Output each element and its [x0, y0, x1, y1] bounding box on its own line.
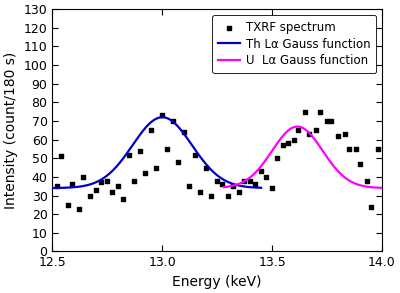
TXRF spectrum — [225, 193, 231, 198]
TXRF spectrum — [93, 188, 100, 192]
TXRF spectrum — [328, 119, 335, 123]
TXRF spectrum — [357, 161, 363, 166]
TXRF spectrum — [284, 141, 291, 146]
X-axis label: Energy (keV): Energy (keV) — [172, 275, 262, 289]
U  Lα Gauss function — [249, 174, 254, 178]
U  Lα Gauss function — [293, 125, 298, 129]
TXRF spectrum — [317, 109, 324, 114]
Th Lα Gauss function — [104, 175, 108, 178]
Th Lα Gauss function — [259, 186, 264, 190]
U  Lα Gauss function — [295, 125, 300, 128]
TXRF spectrum — [126, 152, 132, 157]
TXRF spectrum — [273, 156, 280, 161]
U  Lα Gauss function — [341, 174, 346, 178]
TXRF spectrum — [302, 109, 308, 114]
TXRF spectrum — [247, 178, 253, 183]
TXRF spectrum — [152, 165, 159, 170]
Th Lα Gauss function — [160, 115, 164, 119]
TXRF spectrum — [203, 165, 210, 170]
TXRF spectrum — [313, 128, 319, 133]
TXRF spectrum — [69, 182, 76, 187]
TXRF spectrum — [130, 178, 137, 183]
TXRF spectrum — [363, 178, 370, 183]
U  Lα Gauss function — [262, 160, 267, 163]
U  Lα Gauss function — [221, 185, 226, 189]
TXRF spectrum — [269, 186, 275, 190]
TXRF spectrum — [142, 171, 148, 176]
TXRF spectrum — [291, 137, 297, 142]
TXRF spectrum — [251, 182, 258, 187]
Legend: TXRF spectrum, Th Lα Gauss function, U  Lα Gauss function: TXRF spectrum, Th Lα Gauss function, U L… — [212, 15, 376, 73]
Th Lα Gauss function — [144, 125, 149, 128]
Th Lα Gauss function — [50, 186, 55, 190]
Y-axis label: Intensity (count/180 s): Intensity (count/180 s) — [4, 52, 18, 209]
TXRF spectrum — [80, 175, 86, 179]
TXRF spectrum — [170, 119, 176, 123]
U  Lα Gauss function — [380, 186, 384, 190]
TXRF spectrum — [164, 146, 170, 151]
TXRF spectrum — [58, 154, 64, 159]
TXRF spectrum — [108, 190, 115, 194]
Line: Th Lα Gauss function: Th Lα Gauss function — [52, 117, 261, 188]
TXRF spectrum — [280, 143, 286, 148]
Th Lα Gauss function — [208, 167, 212, 170]
TXRF spectrum — [324, 119, 330, 123]
TXRF spectrum — [196, 190, 203, 194]
Th Lα Gauss function — [87, 183, 92, 186]
TXRF spectrum — [76, 206, 82, 211]
TXRF spectrum — [295, 128, 302, 133]
TXRF spectrum — [159, 113, 166, 118]
TXRF spectrum — [148, 128, 154, 133]
TXRF spectrum — [236, 190, 242, 194]
TXRF spectrum — [229, 184, 236, 188]
Th Lα Gauss function — [173, 122, 178, 126]
U  Lα Gauss function — [327, 159, 332, 163]
TXRF spectrum — [368, 204, 374, 209]
TXRF spectrum — [262, 175, 269, 179]
TXRF spectrum — [342, 132, 348, 136]
TXRF spectrum — [65, 202, 71, 207]
TXRF spectrum — [87, 193, 93, 198]
TXRF spectrum — [352, 146, 359, 151]
TXRF spectrum — [120, 197, 126, 202]
TXRF spectrum — [374, 146, 381, 151]
TXRF spectrum — [218, 182, 225, 187]
TXRF spectrum — [181, 130, 188, 134]
TXRF spectrum — [186, 184, 192, 188]
TXRF spectrum — [346, 146, 352, 151]
TXRF spectrum — [306, 132, 313, 136]
TXRF spectrum — [137, 149, 144, 153]
U  Lα Gauss function — [315, 141, 320, 145]
TXRF spectrum — [335, 134, 341, 138]
TXRF spectrum — [174, 160, 181, 164]
Th Lα Gauss function — [190, 144, 194, 147]
TXRF spectrum — [214, 178, 220, 183]
TXRF spectrum — [208, 193, 214, 198]
TXRF spectrum — [54, 184, 60, 188]
TXRF spectrum — [192, 152, 198, 157]
TXRF spectrum — [98, 180, 104, 185]
Line: U  Lα Gauss function: U Lα Gauss function — [224, 127, 382, 188]
TXRF spectrum — [258, 169, 264, 174]
TXRF spectrum — [115, 184, 122, 188]
TXRF spectrum — [104, 178, 110, 183]
TXRF spectrum — [240, 178, 247, 183]
